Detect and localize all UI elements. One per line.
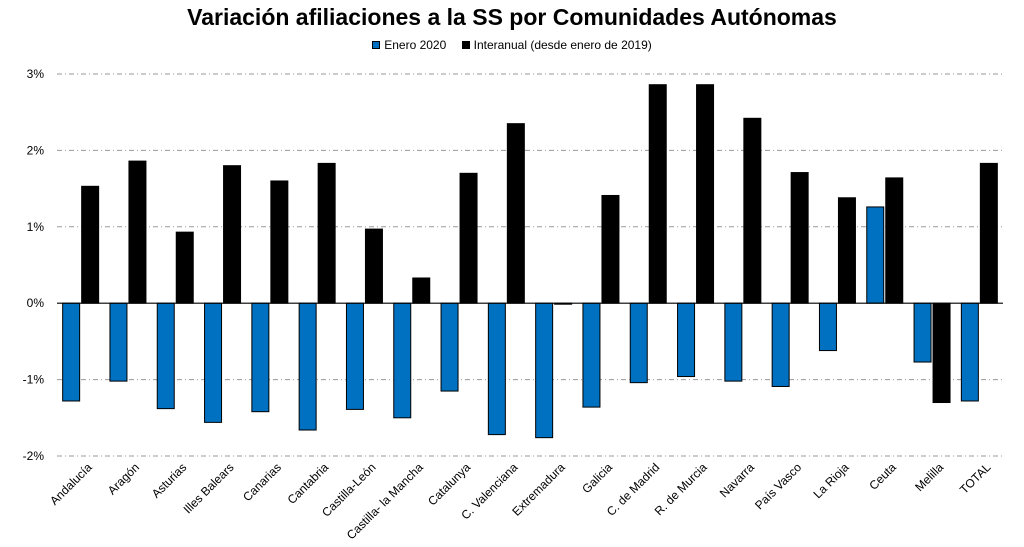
y-tick-label: 3% <box>27 67 45 81</box>
bar-interanual <box>506 123 525 304</box>
y-tick-label: 1% <box>27 220 45 234</box>
bar-interanual <box>128 160 147 304</box>
bar-interanual <box>223 165 242 304</box>
x-tick-label: Galicia <box>579 460 615 496</box>
bar-interanual <box>979 162 998 304</box>
bar-enero-2020 <box>629 302 648 384</box>
legend-label-enero-2020: Enero 2020 <box>384 38 447 52</box>
legend: Enero 2020 Interanual (desde enero de 20… <box>0 38 1024 52</box>
bar-interanual <box>648 84 667 304</box>
bar-enero-2020 <box>62 302 81 402</box>
bar-enero-2020 <box>535 302 554 439</box>
bar-interanual <box>412 277 431 304</box>
legend-item-enero-2020: Enero 2020 <box>372 38 446 52</box>
x-tick-label: Catalunya <box>425 460 473 508</box>
bar-enero-2020 <box>582 302 601 408</box>
bar-enero-2020 <box>818 302 837 352</box>
x-tick-label: La Rioja <box>811 460 852 501</box>
x-tick-label: Ceuta <box>866 460 899 493</box>
legend-label-interanual: Interanual (desde enero de 2019) <box>473 38 652 52</box>
x-tick-label: Canarias <box>240 460 284 504</box>
bar-interanual <box>932 302 951 404</box>
x-tick-label: Cantabria <box>285 460 332 507</box>
bar-interanual <box>696 84 715 304</box>
y-tick-label: 0% <box>27 296 45 310</box>
bar-enero-2020 <box>771 302 790 387</box>
bar-interanual <box>743 117 762 304</box>
x-tick-label: Aragón <box>105 460 142 497</box>
bar-enero-2020 <box>487 302 506 436</box>
bar-interanual <box>601 194 620 304</box>
bar-interanual <box>317 162 336 304</box>
legend-swatch-enero-2020 <box>372 41 381 49</box>
bar-interanual <box>270 180 289 304</box>
x-tick-label: TOTAL <box>957 460 994 497</box>
bar-enero-2020 <box>866 206 885 304</box>
x-tick-label: Melilla <box>912 460 946 494</box>
bar-enero-2020 <box>109 302 128 382</box>
x-tick-label: Asturias <box>149 460 190 501</box>
bar-enero-2020 <box>298 302 317 431</box>
bar-enero-2020 <box>724 302 743 382</box>
bar-enero-2020 <box>440 302 459 392</box>
bar-enero-2020 <box>345 302 364 410</box>
bar-interanual <box>81 185 100 304</box>
chart-title: Variación afiliaciones a la SS por Comun… <box>187 4 837 30</box>
legend-item-interanual: Interanual (desde enero de 2019) <box>461 38 652 52</box>
y-tick-label: -2% <box>23 449 45 463</box>
bar-interanual <box>837 197 856 304</box>
bar-interanual <box>364 228 383 304</box>
x-tick-label: Navarra <box>717 460 757 500</box>
bar-enero-2020 <box>204 302 223 423</box>
bar-enero-2020 <box>393 302 412 419</box>
bar-interanual <box>885 177 904 304</box>
bar-enero-2020 <box>960 302 979 402</box>
bar-enero-2020 <box>677 302 696 378</box>
bar-interanual <box>790 172 809 304</box>
bar-enero-2020 <box>156 302 175 410</box>
bar-enero-2020 <box>913 302 932 363</box>
y-tick-label: 2% <box>27 143 45 157</box>
bar-interanual <box>175 231 194 304</box>
x-tick-label: Andalucía <box>47 460 95 508</box>
bar-enero-2020 <box>251 302 270 413</box>
legend-swatch-interanual <box>461 41 470 49</box>
y-tick-label: -1% <box>23 373 45 387</box>
x-tick-label: País Vasco <box>752 460 804 512</box>
x-tick-label: Illes Balears <box>181 460 237 516</box>
bar-interanual <box>459 172 478 304</box>
